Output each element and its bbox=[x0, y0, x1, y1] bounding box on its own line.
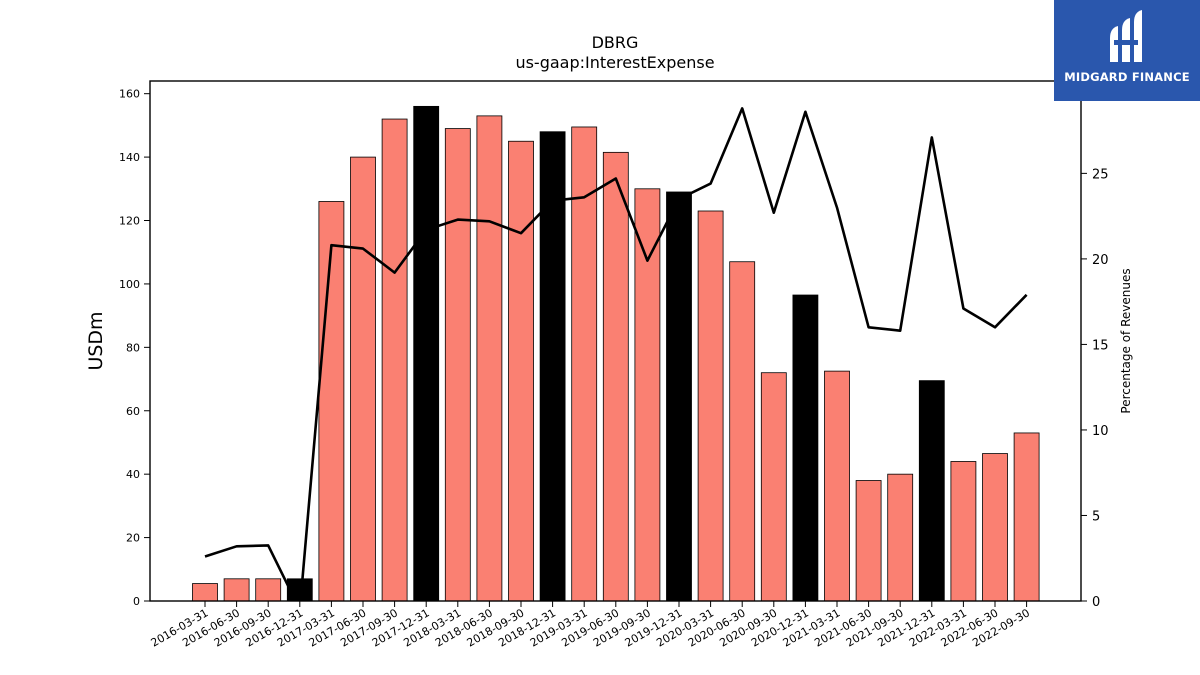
bar-2022-09-30 bbox=[1013, 432, 1040, 602]
y2-tick-label: 10 bbox=[1092, 424, 1109, 439]
y2-tick-label: 25 bbox=[1092, 167, 1109, 182]
bar-2016-06-30 bbox=[223, 578, 250, 602]
y-tick-label: 60 bbox=[126, 405, 140, 418]
y-tick-label: 100 bbox=[119, 278, 140, 291]
line-group bbox=[204, 107, 1028, 601]
y-tick-label: 40 bbox=[126, 468, 140, 481]
percentage-line bbox=[204, 107, 1028, 601]
bar-2019-03-31 bbox=[571, 126, 598, 602]
bar-2022-06-30 bbox=[982, 453, 1008, 602]
bar-2020-12-31 bbox=[792, 294, 819, 602]
y2-tick-label: 5 bbox=[1092, 509, 1100, 524]
y-axis-label: USDm bbox=[85, 311, 107, 370]
bar-2017-03-31 bbox=[318, 201, 345, 602]
bar-2019-06-30 bbox=[602, 151, 629, 602]
y2-tick-label: 20 bbox=[1092, 253, 1109, 268]
logo-mark-icon bbox=[1110, 10, 1142, 62]
bar-2020-03-31 bbox=[697, 210, 724, 602]
bar-2020-06-30 bbox=[729, 261, 756, 602]
bar-2021-09-30 bbox=[887, 473, 914, 602]
y-tick-label: 20 bbox=[126, 532, 140, 545]
y-tick-label: 160 bbox=[119, 88, 140, 101]
bar-2017-09-30 bbox=[381, 118, 408, 602]
y-tick-label: 140 bbox=[119, 151, 140, 164]
y2-tick-label: 0 bbox=[1092, 595, 1100, 610]
chart-subtitle: us-gaap:InterestExpense bbox=[515, 53, 714, 72]
bars-group bbox=[192, 105, 1040, 602]
bar-2022-03-31 bbox=[950, 461, 977, 602]
brand-logo: MIDGARD FINANCE bbox=[1054, 0, 1200, 101]
chart-title: DBRG bbox=[592, 33, 639, 52]
bar-2021-12-31 bbox=[918, 380, 945, 602]
bar-2021-06-30 bbox=[855, 480, 882, 602]
y2-axis-label: Percentage of Revenues bbox=[1119, 268, 1133, 413]
bar-2019-12-31 bbox=[666, 191, 692, 602]
bar-2017-06-30 bbox=[350, 156, 376, 602]
bar-2018-03-31 bbox=[444, 128, 471, 602]
bar-2016-03-31 bbox=[192, 583, 218, 602]
bar-2016-09-30 bbox=[255, 578, 282, 602]
y-tick-label: 0 bbox=[133, 595, 140, 608]
bar-2021-03-31 bbox=[824, 370, 850, 602]
logo-text: MIDGARD FINANCE bbox=[1064, 70, 1190, 84]
bar-2020-09-30 bbox=[760, 372, 787, 602]
bar-2018-12-31 bbox=[539, 131, 566, 602]
bar-2018-09-30 bbox=[508, 140, 534, 602]
bar-2019-09-30 bbox=[634, 188, 661, 602]
y2-tick-label: 15 bbox=[1092, 338, 1109, 353]
y-tick-label: 120 bbox=[119, 215, 140, 228]
bar-2018-06-30 bbox=[476, 115, 503, 602]
y-tick-label: 80 bbox=[126, 341, 140, 354]
bar-2017-12-31 bbox=[413, 105, 440, 602]
